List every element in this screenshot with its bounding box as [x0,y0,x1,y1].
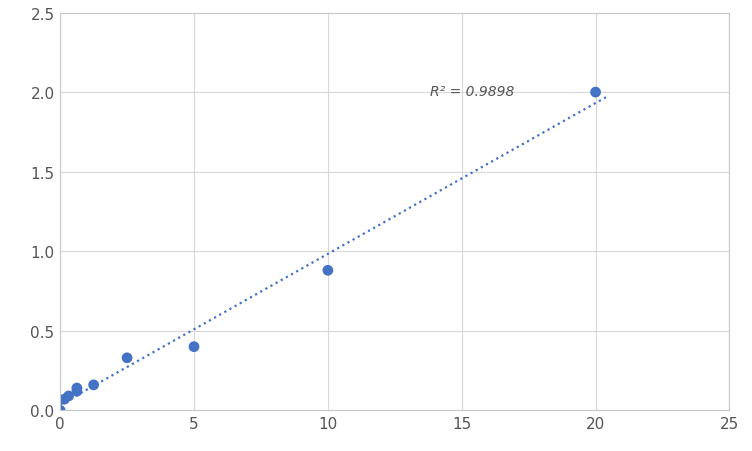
Point [590,89,602,97]
Point [71,388,83,395]
Point [322,267,334,274]
Point [62,392,74,400]
Point [54,407,66,414]
Point [59,396,71,403]
Point [188,343,200,350]
Text: R² = 0.9898: R² = 0.9898 [429,85,514,99]
Point [87,382,99,389]
Point [71,385,83,392]
Point [121,354,133,362]
